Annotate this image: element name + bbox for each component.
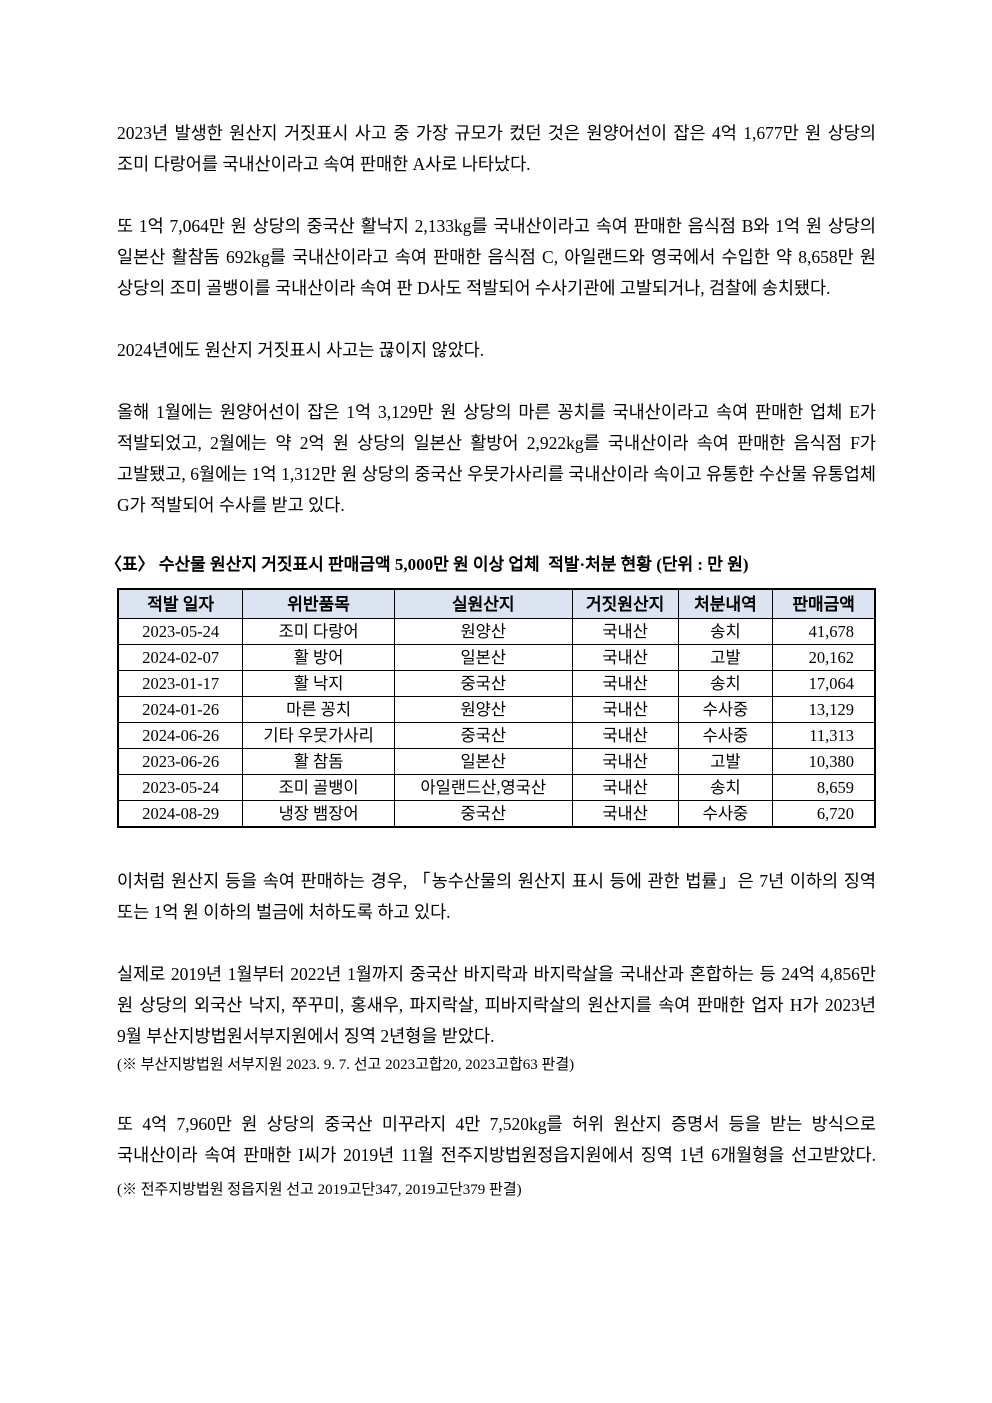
paragraph-jeonju-case-text: 또 4억 7,960만 원 상당의 중국산 미꾸라지 4만 7,520kg를 허… [117,1114,876,1165]
table-row: 2024-01-26 마른 꽁치 원양산 국내산 수사중 13,129 [117,696,876,723]
cell-actual-origin: 중국산 [393,800,573,828]
cell-actual-origin: 일본산 [393,748,573,775]
cell-sales-amount: 17,064 [772,670,876,697]
cell-violation-item: 활 참돔 [242,748,395,775]
paragraph-2023-other-cases: 또 1억 7,064만 원 상당의 중국산 활낙지 2,133kg를 국내산이라… [117,216,876,298]
cell-false-origin: 국내산 [571,774,679,801]
cell-actual-origin: 일본산 [393,644,573,671]
cell-detection-date: 2024-01-26 [117,696,244,723]
cell-actual-origin: 아일랜드산,영국산 [393,774,573,801]
header-false-origin: 거짓원산지 [571,588,679,619]
paragraph-jeonju-case: 또 4억 7,960만 원 상당의 중국산 미꾸라지 4만 7,520kg를 허… [117,1109,876,1206]
paragraph-busan-case-text: 실제로 2019년 1월부터 2022년 1월까지 중국산 바지락과 바지락살을… [117,964,876,1046]
table-row: 2023-06-26 활 참돔 일본산 국내산 고발 10,380 [117,748,876,775]
header-detection-date: 적발 일자 [117,588,244,619]
cell-violation-item: 활 낙지 [242,670,395,697]
table-row: 2023-05-24 조미 골뱅이 아일랜드산,영국산 국내산 송치 8,659 [117,774,876,801]
cell-detection-date: 2023-06-26 [117,748,244,775]
cell-detection-date: 2024-08-29 [117,800,244,828]
table-row: 2023-05-24 조미 다랑어 원양산 국내산 송치 41,678 [117,618,876,645]
cell-sales-amount: 8,659 [772,774,876,801]
cell-disposition: 고발 [677,748,774,775]
cell-disposition: 수사중 [677,696,774,723]
cell-disposition: 송치 [677,670,774,697]
cell-sales-amount: 41,678 [772,618,876,645]
cell-false-origin: 국내산 [571,722,679,749]
cell-actual-origin: 중국산 [393,722,573,749]
paragraph-2024-intro: 2024년에도 원산지 거짓표시 사고는 끊이지 않았다. [117,340,485,360]
cell-violation-item: 기타 우뭇가사리 [242,722,395,749]
cell-violation-item: 마른 꽁치 [242,696,395,723]
cell-violation-item: 활 방어 [242,644,395,671]
cell-actual-origin: 중국산 [393,670,573,697]
paragraph-2024-cases: 올해 1월에는 원양어선이 잡은 1억 3,129만 원 상당의 마른 꽁치를 … [117,402,876,515]
busan-court-ruling-note: (※ 부산지방법원 서부지원 2023. 9. 7. 선고 2023고합20, … [117,1057,575,1073]
cell-disposition: 수사중 [677,800,774,828]
cell-detection-date: 2023-05-24 [117,618,244,645]
cell-false-origin: 국내산 [571,644,679,671]
cell-sales-amount: 11,313 [772,722,876,749]
table-row: 2024-02-07 활 방어 일본산 국내산 고발 20,162 [117,644,876,671]
cell-disposition: 수사중 [677,722,774,749]
table-row: 2024-08-29 냉장 뱀장어 중국산 국내산 수사중 6,720 [117,800,876,828]
paragraph-law-penalty: 이처럼 원산지 등을 속여 판매하는 경우, 「농수산물의 원산지 표시 등에 … [117,871,876,922]
cell-sales-amount: 13,129 [772,696,876,723]
cell-actual-origin: 원양산 [393,696,573,723]
table-header-row: 적발 일자 위반품목 실원산지 거짓원산지 처분내역 판매금액 [117,588,876,619]
header-actual-origin: 실원산지 [393,588,573,619]
cell-sales-amount: 6,720 [772,800,876,828]
cell-violation-item: 조미 다랑어 [242,618,395,645]
table-row: 2024-06-26 기타 우뭇가사리 중국산 국내산 수사중 11,313 [117,722,876,749]
table-caption: 〈표〉 수산물 원산지 거짓표시 판매금액 5,000만 원 이상 업체 적발·… [105,555,749,574]
cell-disposition: 송치 [677,618,774,645]
header-violation-item: 위반품목 [242,588,395,619]
header-sales-amount: 판매금액 [772,588,876,619]
header-disposition: 처분내역 [677,588,774,619]
paragraph-busan-case: 실제로 2019년 1월부터 2022년 1월까지 중국산 바지락과 바지락살을… [117,959,876,1078]
cell-false-origin: 국내산 [571,800,679,828]
cell-false-origin: 국내산 [571,670,679,697]
cell-false-origin: 국내산 [571,618,679,645]
cell-violation-item: 조미 골뱅이 [242,774,395,801]
cell-detection-date: 2024-06-26 [117,722,244,749]
cell-violation-item: 냉장 뱀장어 [242,800,395,828]
paragraph-2023-largest-case: 2023년 발생한 원산지 거짓표시 사고 중 가장 규모가 컸던 것은 원양어… [117,123,876,174]
cell-actual-origin: 원양산 [393,618,573,645]
cell-false-origin: 국내산 [571,748,679,775]
jeonju-court-ruling-note-text: (※ 전주지방법원 정읍지원 선고 2019고단347, 2019고단379 판… [117,1182,522,1198]
cell-false-origin: 국내산 [571,696,679,723]
origin-fraud-table: 적발 일자 위반품목 실원산지 거짓원산지 처분내역 판매금액 2023-05-… [117,588,876,828]
cell-detection-date: 2024-02-07 [117,644,244,671]
cell-detection-date: 2023-05-24 [117,774,244,801]
table-row: 2023-01-17 활 낙지 중국산 국내산 송치 17,064 [117,670,876,697]
cell-sales-amount: 20,162 [772,644,876,671]
cell-disposition: 송치 [677,774,774,801]
cell-disposition: 고발 [677,644,774,671]
cell-detection-date: 2023-01-17 [117,670,244,697]
cell-sales-amount: 10,380 [772,748,876,775]
